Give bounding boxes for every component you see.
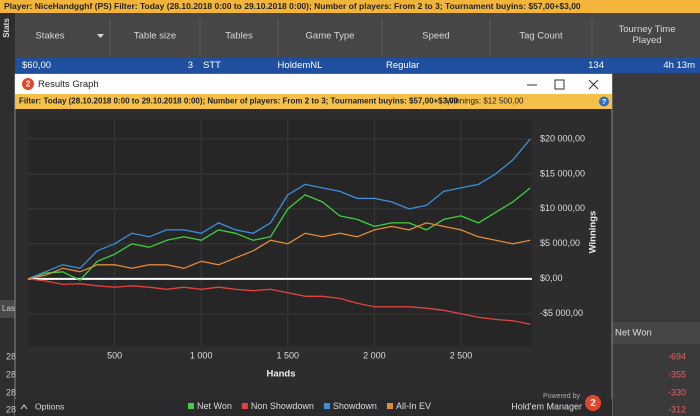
x-tick-label: 1 500: [277, 350, 300, 360]
header-player: Player: NiceHandgghf (PS): [4, 1, 112, 11]
window-title: Results Graph: [38, 79, 99, 90]
options-caret: [20, 404, 28, 410]
y-tick-label: $20 000,00: [540, 133, 585, 143]
options-button-label[interactable]: Options: [35, 401, 64, 411]
window-winnings: Winnings: $12 500,00: [446, 97, 524, 106]
legend-label: Net Won: [197, 401, 232, 411]
series-line: [27, 187, 531, 281]
y-axis-label: Winnings: [588, 211, 599, 254]
header-filter: Filter: Today (28.10.2018 0:00 to 29.10.…: [114, 1, 581, 11]
table-cell: STT: [203, 60, 221, 71]
brand-logo: [585, 395, 601, 411]
row-index: 28: [6, 404, 16, 414]
series-line: [27, 278, 531, 325]
net-won-header: [612, 322, 700, 344]
row-index: 28: [6, 387, 16, 397]
legend-swatch: [188, 403, 194, 409]
table-cell: HoldemNL: [278, 60, 323, 71]
help-icon[interactable]: [599, 96, 609, 107]
brand-logo-glyph: 2: [590, 398, 596, 409]
net-won-cell: -694: [668, 351, 686, 361]
y-tick-label: -$5 000,00: [540, 308, 583, 318]
column-header[interactable]: Speed: [422, 31, 449, 42]
x-axis-label: Hands: [266, 369, 295, 380]
series-line: [27, 222, 531, 280]
legend-swatch: [386, 403, 393, 409]
tourney-time-cell[interactable]: Tourney Time Played: [594, 14, 700, 56]
y-tick-label: $10 000,00: [540, 203, 585, 213]
sidebar-tab: Stats: [2, 18, 11, 38]
table-cell: 134: [588, 60, 604, 71]
column-header[interactable]: Stakes: [35, 31, 64, 42]
x-tick-label: 1 000: [190, 350, 213, 360]
app-icon-glyph: 2: [26, 80, 31, 89]
window-filter: Filter: Today (28.10.2018 0:00 to 29.10.…: [19, 97, 459, 106]
app-icon: [22, 78, 34, 90]
row-index: 28: [6, 369, 16, 379]
table-header: [15, 13, 700, 58]
x-tick-label: 500: [107, 350, 122, 360]
y-tick-label: $15 000,00: [540, 168, 585, 178]
plot-area: [28, 120, 532, 346]
background-tab[interactable]: [0, 300, 15, 318]
header-bar: [0, 0, 700, 13]
sort-arrow[interactable]: [97, 34, 104, 38]
column-header[interactable]: Tag Count: [519, 31, 563, 42]
x-tick-label: 2 000: [363, 350, 386, 360]
y-tick-label: $0,00: [540, 273, 563, 283]
column-header[interactable]: Tables: [225, 31, 253, 42]
legend-bar: [15, 399, 612, 416]
legend-swatch: [323, 403, 330, 409]
column-header[interactable]: Table size: [134, 31, 176, 42]
legend-label: Non Showdown: [251, 401, 314, 411]
y-tick-label: $5 000,00: [540, 238, 580, 248]
row-index: 28: [6, 351, 16, 361]
column-header[interactable]: Game Type: [306, 31, 355, 42]
maximize-button[interactable]: [554, 79, 565, 90]
x-tick-label: 2 500: [450, 350, 473, 360]
background-tab: Las: [2, 304, 15, 313]
net-won-cell: -330: [668, 387, 686, 397]
table-cell: $60,00: [22, 60, 51, 71]
column-header[interactable]: Tourney Time Played: [618, 24, 676, 46]
legend-swatch: [241, 403, 248, 409]
table-cell: 4h 13m: [663, 60, 695, 71]
legend-label: All-In EV: [396, 401, 431, 411]
table-cell: Regular: [386, 60, 419, 71]
column-header: Net Won: [615, 328, 652, 339]
net-won-cell: -312: [668, 404, 686, 414]
table-cell: 3: [188, 60, 193, 71]
brand-product: Hold'em Manager: [511, 401, 582, 411]
help-glyph[interactable]: ?: [602, 97, 607, 106]
brand-powered: Powered by: [543, 393, 580, 400]
legend-label: Showdown: [333, 401, 377, 411]
window-titlebar: [15, 74, 612, 94]
column-dividers: [109, 18, 593, 56]
window-filter-bar: [15, 94, 612, 109]
close-button[interactable]: [588, 79, 599, 90]
selected-row[interactable]: [15, 58, 700, 73]
net-won-cell: -355: [668, 369, 686, 379]
series-line: [27, 138, 531, 280]
